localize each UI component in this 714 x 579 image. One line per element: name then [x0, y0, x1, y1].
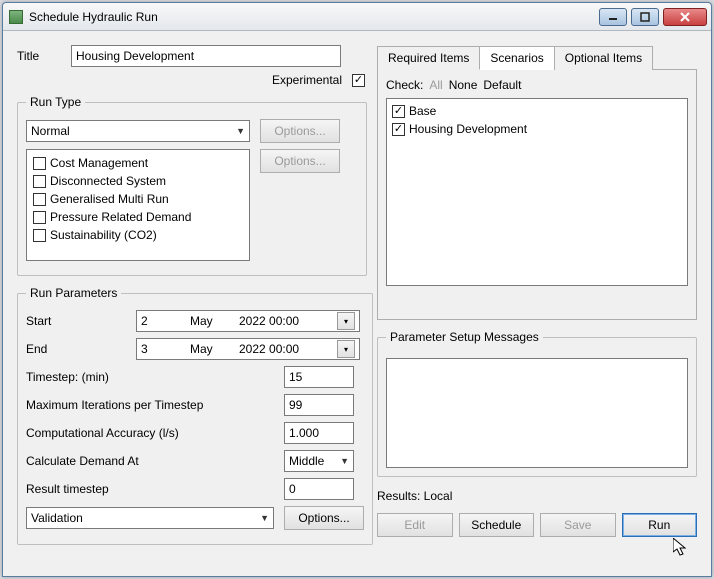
schedule-button[interactable]: Schedule: [459, 513, 535, 537]
save-button[interactable]: Save: [540, 513, 616, 537]
checkbox-icon[interactable]: [33, 193, 46, 206]
run-type-options-1-button[interactable]: Options...: [260, 119, 340, 143]
checkbox-icon[interactable]: [392, 105, 405, 118]
timestep-label: Timestep: (min): [26, 370, 284, 384]
chevron-down-icon: ▼: [260, 513, 269, 523]
title-bar[interactable]: Schedule Hydraulic Run: [3, 3, 711, 31]
validation-combo[interactable]: Validation ▼: [26, 507, 274, 529]
experimental-label: Experimental: [272, 73, 342, 87]
end-datetime[interactable]: 3 May 2022 00:00 ▾: [136, 338, 360, 360]
maxiter-label: Maximum Iterations per Timestep: [26, 398, 284, 412]
scenario-item[interactable]: Base: [392, 102, 682, 120]
check-none-link[interactable]: None: [449, 78, 478, 92]
run-parameters-group: Run Parameters Start 2 May 2022 00:00 ▾ …: [17, 286, 373, 545]
check-label: Check:: [386, 78, 423, 92]
edit-button[interactable]: Edit: [377, 513, 453, 537]
checkbox-icon[interactable]: [33, 157, 46, 170]
run-type-value: Normal: [31, 124, 70, 138]
timestep-input[interactable]: [284, 366, 354, 388]
run-type-group: Run Type Normal ▼ Options... Cost Manage…: [17, 95, 367, 276]
resultts-input[interactable]: [284, 478, 354, 500]
run-parameters-legend: Run Parameters: [26, 286, 121, 300]
checkbox-icon[interactable]: [33, 229, 46, 242]
check-default-link[interactable]: Default: [483, 78, 521, 92]
checkbox-icon[interactable]: [33, 211, 46, 224]
results-label: Results: Local: [377, 489, 697, 503]
minimize-button[interactable]: [599, 8, 627, 26]
start-datetime[interactable]: 2 May 2022 00:00 ▾: [136, 310, 360, 332]
tab-bar: Required Items Scenarios Optional Items: [377, 45, 697, 70]
list-item[interactable]: Sustainability (CO2): [33, 226, 243, 244]
list-item[interactable]: Cost Management: [33, 154, 243, 172]
chevron-down-icon: ▼: [340, 456, 349, 466]
schedule-dialog: Schedule Hydraulic Run Title Experimenta…: [2, 2, 712, 577]
start-label: Start: [26, 314, 136, 328]
param-messages-label: Parameter Setup Messages: [386, 330, 543, 344]
run-button[interactable]: Run: [622, 513, 698, 537]
tab-required-items[interactable]: Required Items: [377, 46, 480, 70]
compacc-input[interactable]: [284, 422, 354, 444]
title-label: Title: [17, 49, 71, 63]
end-label: End: [26, 342, 136, 356]
list-item[interactable]: Generalised Multi Run: [33, 190, 243, 208]
close-button[interactable]: [663, 8, 707, 26]
param-messages-group: Parameter Setup Messages: [377, 330, 697, 477]
run-type-combo[interactable]: Normal ▼: [26, 120, 250, 142]
scenario-item[interactable]: Housing Development: [392, 120, 682, 138]
run-type-legend: Run Type: [26, 95, 85, 109]
run-type-options-2-button[interactable]: Options...: [260, 149, 340, 173]
app-icon: [9, 10, 23, 24]
param-messages-box[interactable]: [386, 358, 688, 468]
checkbox-icon[interactable]: [392, 123, 405, 136]
experimental-checkbox[interactable]: [352, 74, 365, 87]
list-item[interactable]: Pressure Related Demand: [33, 208, 243, 226]
run-type-list[interactable]: Cost Management Disconnected System Gene…: [26, 149, 250, 261]
calendar-icon[interactable]: ▾: [337, 340, 355, 358]
maxiter-input[interactable]: [284, 394, 354, 416]
resultts-label: Result timestep: [26, 482, 284, 496]
title-input[interactable]: [71, 45, 341, 67]
checkbox-icon[interactable]: [33, 175, 46, 188]
maximize-button[interactable]: [631, 8, 659, 26]
scenario-list[interactable]: Base Housing Development: [386, 98, 688, 286]
calendar-icon[interactable]: ▾: [337, 312, 355, 330]
tab-page-scenarios: Check: All None Default Base Housing Dev…: [377, 70, 697, 320]
tab-scenarios[interactable]: Scenarios: [479, 46, 554, 70]
run-params-options-button[interactable]: Options...: [284, 506, 364, 530]
list-item[interactable]: Disconnected System: [33, 172, 243, 190]
calcdemand-label: Calculate Demand At: [26, 454, 284, 468]
check-all-link[interactable]: All: [429, 78, 442, 92]
calcdemand-combo[interactable]: Middle ▼: [284, 450, 354, 472]
tab-optional-items[interactable]: Optional Items: [554, 46, 653, 70]
chevron-down-icon: ▼: [236, 126, 245, 136]
window-title: Schedule Hydraulic Run: [29, 10, 595, 24]
compacc-label: Computational Accuracy (l/s): [26, 426, 284, 440]
